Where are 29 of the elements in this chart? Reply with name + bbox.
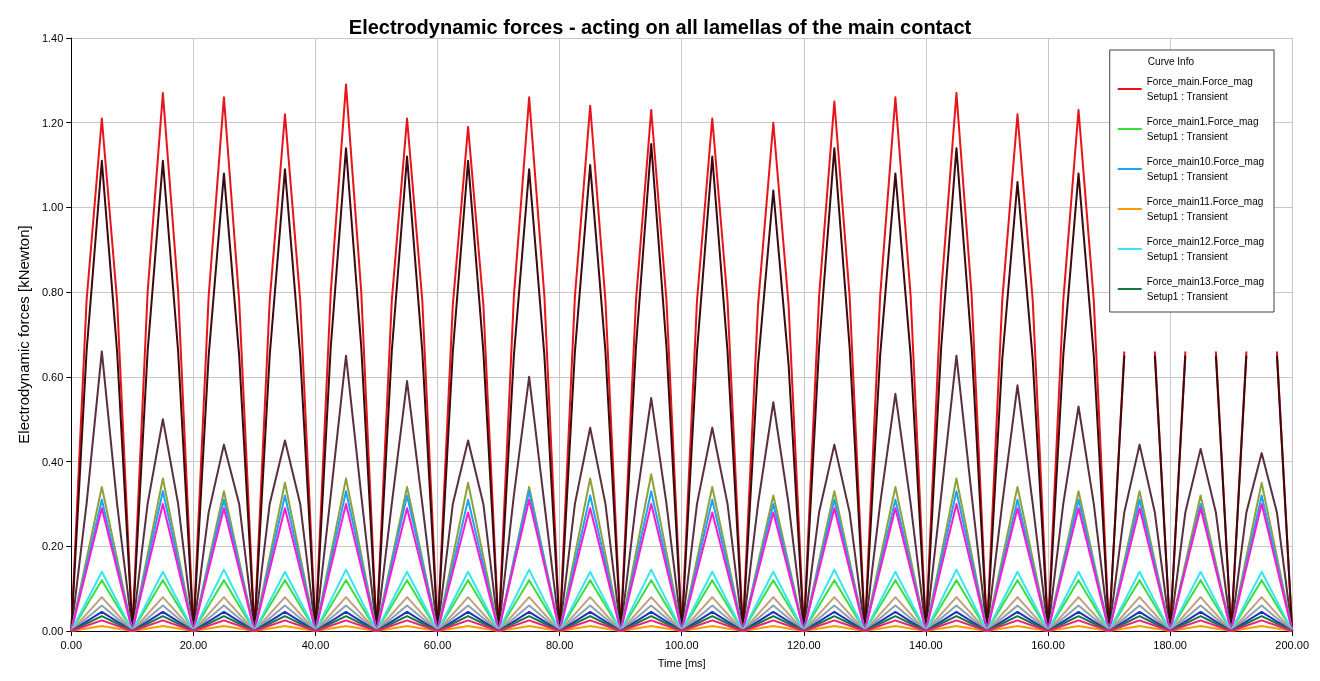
y-tick-label: 0.00 (41, 625, 64, 637)
legend-label: Force_main11.Force_mag Setup1 : Transient (1146, 196, 1264, 222)
chart-title: Electrodynamic forces - acting on all lamellas of the main contact (348, 16, 972, 38)
y-tick-label: 0.80 (41, 286, 64, 299)
x-axis-title: Time [ms] (657, 656, 706, 669)
legend-label: Force_main12.Force_mag Setup1 : Transient (1146, 236, 1265, 262)
x-tick-label: 200.00 (1275, 638, 1310, 651)
y-tick-label: 0.20 (41, 540, 64, 553)
legend-label: Force_main.Force_mag Setup1 : Transient (1146, 76, 1253, 102)
y-tick-label: 0.60 (41, 370, 64, 383)
legend-label: Force_main10.Force_mag Setup1 : Transient (1146, 156, 1265, 182)
y-tick-label: 1.40 (41, 32, 64, 44)
x-tick-label: 0.00 (60, 638, 83, 651)
x-tick-label: 20.00 (179, 638, 208, 651)
y-tick-label: 0.40 (41, 455, 64, 468)
x-tick-label: 60.00 (423, 638, 452, 651)
y-tick-label: 1.20 (41, 116, 64, 129)
legend-label: Force_main1.Force_mag Setup1 : Transient (1146, 116, 1259, 142)
x-tick-label: 180.00 (1153, 638, 1187, 651)
x-tick-label: 140.00 (909, 638, 943, 651)
x-tick-label: 100.00 (664, 638, 699, 651)
y-axis-title: Electrodynamic forces [kNewton] (15, 225, 32, 444)
y-tick-label: 1.00 (41, 201, 64, 214)
x-tick-label: 40.00 (301, 638, 330, 651)
x-tick-label: 80.00 (545, 638, 574, 651)
x-tick-label: 120.00 (787, 638, 821, 651)
legend-label: Force_main13.Force_mag Setup1 : Transient (1146, 276, 1265, 302)
legend-title: Curve Info (1147, 55, 1195, 67)
x-tick-label: 160.00 (1031, 638, 1065, 651)
